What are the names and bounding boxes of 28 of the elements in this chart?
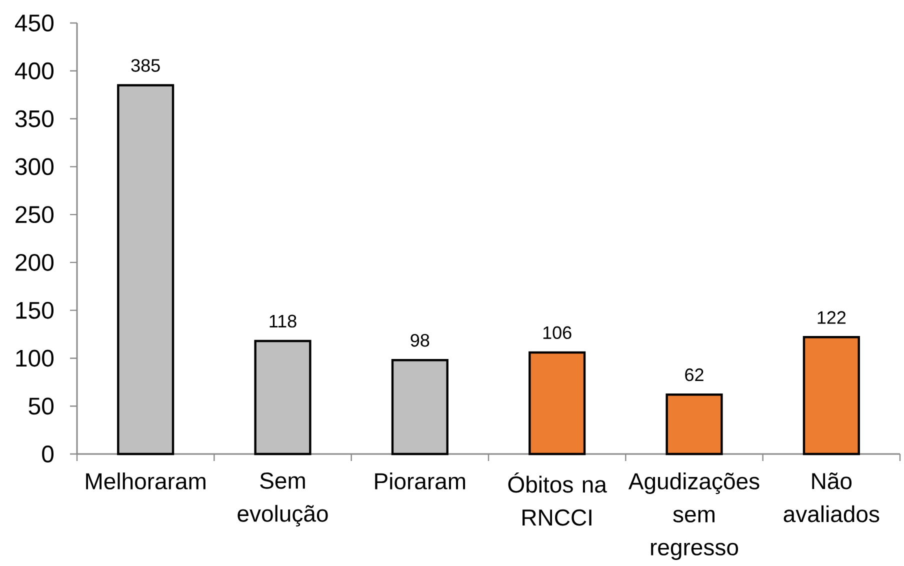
data-label: 118 [270,314,296,328]
bar [528,351,586,456]
bar [117,84,174,456]
bar [254,340,312,456]
x-tick-label: Óbitos na RNCCI [508,472,607,526]
bar [666,394,723,456]
x-tick-label: Não avaliados [784,472,880,522]
bar [802,336,860,456]
x-tick-label: Melhoraram [86,472,206,490]
y-tick-label: 450 [14,14,54,32]
y-tick-label: 50 [28,398,54,415]
data-label: 385 [131,59,160,72]
x-tick-label: Agudizações sem regresso [628,472,760,560]
y-tick-label: 300 [15,158,54,176]
x-tick-label: Pioraram [375,472,466,490]
data-label: 106 [543,326,572,340]
y-tick-label: 250 [16,206,54,224]
y-tick-label: 400 [14,62,54,80]
y-tick-label: 350 [15,110,54,128]
y-tick-label: 150 [16,302,54,319]
data-label: 98 [410,334,430,347]
data-label: 122 [818,311,846,324]
y-tick-label: 100 [16,350,54,367]
x-tick-label: Sem evolução [238,472,328,526]
bar [391,359,448,456]
data-label: 62 [685,368,704,382]
y-tick-label: 200 [16,254,54,271]
y-tick-label: 0 [42,446,54,462]
